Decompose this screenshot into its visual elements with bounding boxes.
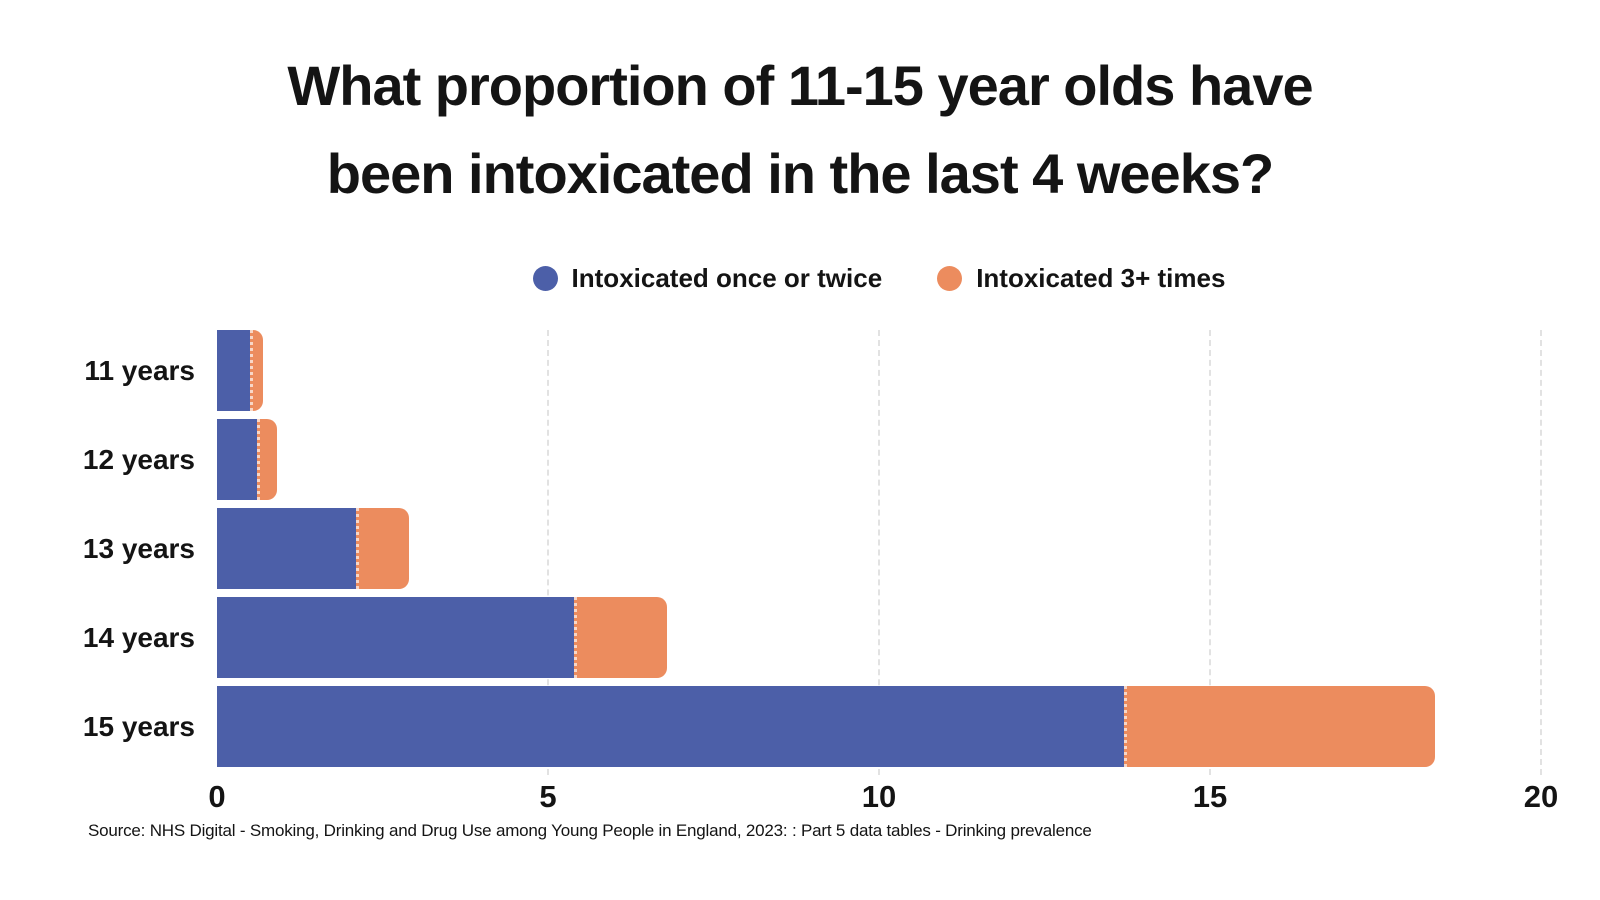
gridline (547, 330, 549, 775)
x-axis-tick-label: 0 (208, 779, 226, 814)
chart-title: What proportion of 11-15 year olds have … (0, 0, 1600, 218)
bar-segment-3plus-times[interactable] (256, 419, 277, 500)
legend-label: Intoxicated once or twice (571, 262, 883, 293)
bar-segment-3plus-times[interactable] (356, 508, 409, 589)
bar-track (217, 330, 1541, 411)
x-axis-tick-label: 10 (861, 779, 897, 814)
legend: Intoxicated once or twice Intoxicated 3+ … (217, 262, 1541, 294)
bar-segment-once-or-twice[interactable] (217, 508, 357, 589)
chart-row: 11 years (0, 330, 1600, 419)
legend-item[interactable]: Intoxicated once or twice (532, 262, 883, 294)
bar-segment-once-or-twice[interactable] (217, 686, 1124, 767)
x-axis-tick-label: 15 (1192, 779, 1228, 814)
x-axis: 0 5 10 15 20 (208, 775, 1558, 815)
gridlines (217, 330, 1542, 775)
legend-marker-icon (937, 265, 963, 291)
legend-item[interactable]: Intoxicated 3+ times (937, 263, 1225, 294)
x-axis-tick-label: 20 (1523, 779, 1559, 814)
chart-title-line1: What proportion of 11-15 year olds have (287, 54, 1313, 117)
bar-segment-once-or-twice[interactable] (217, 419, 257, 500)
bar-segment-once-or-twice[interactable] (217, 330, 251, 411)
legend-marker-icon (532, 265, 558, 291)
gridline (1540, 330, 1542, 775)
bar-segment-3plus-times[interactable] (574, 597, 668, 678)
y-axis-label: 15 years (82, 711, 195, 742)
bar-track (217, 686, 1541, 767)
y-axis-label: 14 years (82, 622, 195, 653)
chart-row: 14 years (0, 597, 1600, 686)
bar-chart: 11 years 12 years 13 years 14 years 15 years… (0, 330, 1600, 815)
chart-row: 13 years (0, 508, 1600, 597)
gridline (1209, 330, 1211, 775)
bar-track (217, 508, 1541, 589)
source-note: Source: NHS Digital - Smoking, Drinking … (88, 821, 1092, 840)
chart-title-line2: been intoxicated in the last 4 weeks? (326, 142, 1274, 205)
chart-row: 12 years (0, 419, 1600, 508)
x-axis-tick-label: 5 (539, 779, 557, 814)
bar-segment-once-or-twice[interactable] (217, 597, 575, 678)
chart-row: 15 years (0, 686, 1600, 775)
bar-rows: 11 years 12 years 13 years 14 years 15 years (0, 330, 1600, 775)
y-axis-label: 12 years (82, 444, 195, 475)
legend-label: Intoxicated 3+ times (976, 262, 1226, 293)
bar-segment-3plus-times[interactable] (250, 330, 264, 411)
y-axis-label: 11 years (84, 355, 195, 386)
bar-track (217, 419, 1541, 500)
bar-segment-3plus-times[interactable] (1123, 686, 1436, 767)
gridline (878, 330, 880, 775)
y-axis-label: 13 years (82, 533, 195, 564)
bar-track (217, 597, 1541, 678)
